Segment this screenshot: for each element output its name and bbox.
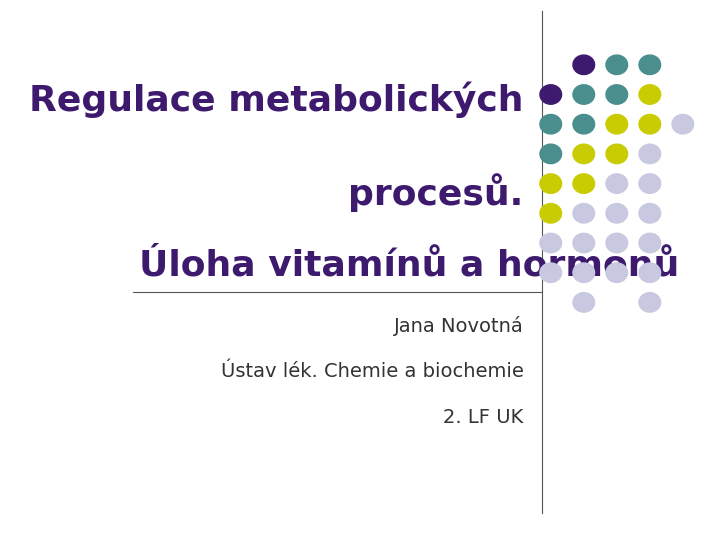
Circle shape xyxy=(540,233,562,253)
Text: Úloha vitamínů a hormonů: Úloha vitamínů a hormonů xyxy=(140,248,680,282)
Circle shape xyxy=(540,204,562,223)
Circle shape xyxy=(672,114,693,134)
Circle shape xyxy=(573,263,595,282)
Circle shape xyxy=(606,204,628,223)
Circle shape xyxy=(606,263,628,282)
Circle shape xyxy=(573,144,595,164)
Circle shape xyxy=(639,144,661,164)
Circle shape xyxy=(606,85,628,104)
Circle shape xyxy=(573,85,595,104)
Circle shape xyxy=(540,144,562,164)
Circle shape xyxy=(540,114,562,134)
Circle shape xyxy=(540,263,562,282)
Circle shape xyxy=(606,114,628,134)
Text: 2. LF UK: 2. LF UK xyxy=(444,408,523,427)
Circle shape xyxy=(573,174,595,193)
Circle shape xyxy=(540,85,562,104)
Text: Jana Novotná: Jana Novotná xyxy=(394,316,523,336)
Circle shape xyxy=(573,204,595,223)
Circle shape xyxy=(639,204,661,223)
Circle shape xyxy=(573,293,595,312)
Circle shape xyxy=(573,233,595,253)
Circle shape xyxy=(639,263,661,282)
Circle shape xyxy=(606,174,628,193)
Circle shape xyxy=(573,114,595,134)
Circle shape xyxy=(606,55,628,75)
Circle shape xyxy=(639,114,661,134)
Circle shape xyxy=(639,55,661,75)
Text: Ústav lék. Chemie a biochemie: Ústav lék. Chemie a biochemie xyxy=(221,362,523,381)
Circle shape xyxy=(573,55,595,75)
Circle shape xyxy=(606,233,628,253)
Circle shape xyxy=(606,144,628,164)
Text: Regulace metabolických: Regulace metabolických xyxy=(30,81,523,118)
Circle shape xyxy=(639,233,661,253)
Circle shape xyxy=(540,174,562,193)
Text: procesů.: procesů. xyxy=(348,173,523,212)
Circle shape xyxy=(639,293,661,312)
Circle shape xyxy=(639,174,661,193)
Circle shape xyxy=(639,85,661,104)
